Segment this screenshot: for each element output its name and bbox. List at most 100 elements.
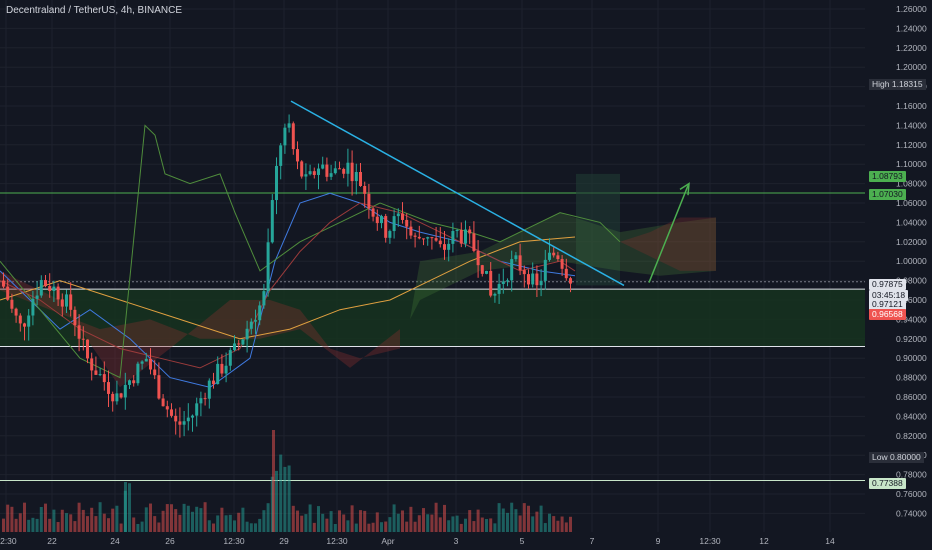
candle-body bbox=[480, 265, 484, 274]
volume-bar bbox=[426, 514, 430, 532]
volume-bar bbox=[119, 523, 123, 532]
candle-body bbox=[552, 252, 556, 256]
candle-body bbox=[48, 286, 52, 291]
candle-body bbox=[556, 255, 560, 260]
volume-bar bbox=[564, 522, 568, 532]
volume-bar bbox=[375, 512, 379, 532]
volume-bar bbox=[220, 507, 224, 532]
volume-bar bbox=[241, 507, 245, 532]
low-badge: Low 0.80000 bbox=[869, 452, 924, 463]
volume-bar bbox=[321, 513, 325, 532]
candle-body bbox=[249, 321, 253, 329]
volume-bar bbox=[438, 517, 442, 532]
volume-bar bbox=[44, 503, 47, 532]
candle-body bbox=[86, 339, 89, 359]
price-tick-label: 1.00000 bbox=[896, 256, 927, 266]
volume-bar bbox=[325, 518, 329, 532]
candle-body bbox=[279, 145, 283, 166]
price-tick-label: 0.78000 bbox=[896, 470, 927, 480]
candle-body bbox=[384, 216, 388, 238]
volume-bar bbox=[472, 521, 476, 532]
candle-body bbox=[195, 403, 199, 416]
candle-body bbox=[262, 291, 266, 306]
volume-bar bbox=[422, 508, 425, 532]
candle-body bbox=[266, 242, 270, 292]
candle-body bbox=[296, 149, 299, 162]
candle-body bbox=[409, 226, 413, 236]
projection-arrow-head bbox=[679, 182, 690, 196]
candle-body bbox=[98, 374, 102, 376]
volume-bar bbox=[94, 516, 98, 532]
descending-trendline bbox=[290, 100, 625, 287]
volume-bar bbox=[380, 522, 383, 532]
volume-bar bbox=[522, 503, 526, 532]
volume-bar bbox=[228, 514, 232, 532]
candle-body bbox=[39, 280, 43, 296]
volume-bar bbox=[497, 503, 501, 532]
volume-bar bbox=[396, 513, 400, 532]
volume-bar bbox=[552, 516, 556, 532]
candle-body bbox=[300, 161, 304, 177]
price-tick-label: 0.98000 bbox=[896, 276, 927, 286]
volume-bar bbox=[195, 506, 199, 532]
time-tick-label: 29 bbox=[279, 536, 289, 546]
volume-bar bbox=[275, 470, 278, 532]
volume-bar bbox=[262, 510, 266, 532]
candle-body bbox=[543, 259, 547, 281]
volume-bar bbox=[149, 503, 152, 532]
symbol-title[interactable]: Decentraland / TetherUS, 4h, BINANCE bbox=[6, 5, 183, 16]
price-tick-label: 1.22000 bbox=[896, 43, 927, 53]
volume-bar bbox=[18, 513, 22, 532]
candle-body bbox=[489, 270, 493, 296]
price-tick-label: 1.02000 bbox=[896, 237, 927, 247]
candle-body bbox=[128, 380, 131, 385]
volume-bar bbox=[27, 519, 31, 532]
volume-bar bbox=[31, 517, 35, 532]
candle-body bbox=[144, 358, 148, 362]
candle-body bbox=[371, 208, 375, 217]
volume-bar bbox=[178, 514, 182, 532]
price-tick-label: 0.94000 bbox=[896, 314, 927, 324]
volume-bar bbox=[174, 509, 178, 532]
candle-body bbox=[321, 164, 325, 169]
candle-body bbox=[18, 315, 22, 324]
level-badge-1: 1.08793 bbox=[869, 171, 906, 182]
candle-body bbox=[157, 375, 161, 399]
candle-body bbox=[422, 238, 425, 240]
volume-bar bbox=[291, 505, 295, 532]
volume-bar bbox=[60, 509, 64, 532]
target-box bbox=[576, 173, 620, 286]
volume-bar bbox=[405, 521, 409, 532]
candle-body bbox=[476, 250, 480, 266]
volume-bar bbox=[207, 520, 211, 532]
volume-bar bbox=[296, 510, 299, 532]
candle-body bbox=[506, 280, 509, 282]
volume-bar bbox=[384, 521, 388, 532]
candle-body bbox=[233, 343, 236, 351]
volume-bar bbox=[468, 510, 472, 532]
candle-body bbox=[182, 421, 186, 425]
candle-body bbox=[304, 174, 308, 177]
low-label: Low bbox=[872, 452, 888, 462]
price-tick-label: 0.90000 bbox=[896, 353, 927, 363]
volume-bar bbox=[359, 510, 362, 532]
candle-body bbox=[333, 168, 337, 174]
volume-bar bbox=[514, 509, 518, 532]
volume-bar bbox=[224, 515, 228, 532]
candle-body bbox=[178, 421, 182, 425]
volume-bar bbox=[518, 515, 522, 532]
volume-bar bbox=[128, 483, 131, 532]
volume-bar bbox=[346, 520, 350, 532]
candlesticks bbox=[2, 114, 572, 438]
volume-bar bbox=[338, 510, 341, 532]
volume-bar bbox=[304, 514, 308, 532]
candle-body bbox=[531, 273, 535, 285]
volume-bar bbox=[90, 507, 94, 532]
volume-bar bbox=[489, 518, 493, 532]
price-tick-label: 1.24000 bbox=[896, 23, 927, 33]
candle-body bbox=[354, 172, 358, 182]
time-tick-label: Apr bbox=[381, 536, 394, 546]
candle-body bbox=[60, 299, 64, 307]
candle-body bbox=[149, 358, 152, 370]
